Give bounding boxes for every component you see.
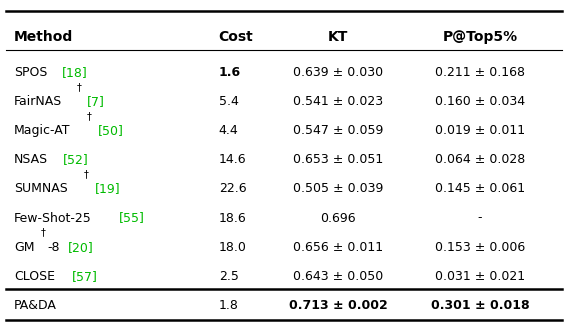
Text: 4.4: 4.4 [219,124,239,137]
Text: CLOSE: CLOSE [14,270,55,283]
Text: 0.019 ± 0.011: 0.019 ± 0.011 [435,124,525,137]
Text: 0.160 ± 0.034: 0.160 ± 0.034 [435,95,525,108]
Text: -8: -8 [47,241,60,254]
Text: 0.145 ± 0.061: 0.145 ± 0.061 [435,182,525,195]
Text: 2.5: 2.5 [219,270,239,283]
Text: 0.301 ± 0.018: 0.301 ± 0.018 [431,299,529,312]
Text: 22.6: 22.6 [219,182,247,195]
Text: [19]: [19] [94,182,120,195]
Text: Few-Shot-25: Few-Shot-25 [14,212,92,224]
Text: †: † [77,82,81,92]
Text: 18.0: 18.0 [219,241,247,254]
Text: Method: Method [14,30,73,44]
Text: 0.505 ± 0.039: 0.505 ± 0.039 [293,182,383,195]
Text: †: † [87,111,92,121]
Text: Magic-AT: Magic-AT [14,124,70,137]
Text: SUMNAS: SUMNAS [14,182,68,195]
Text: 0.031 ± 0.021: 0.031 ± 0.021 [435,270,525,283]
Text: 0.713 ± 0.002: 0.713 ± 0.002 [289,299,387,312]
Text: -: - [478,212,482,224]
Text: GM: GM [14,241,35,254]
Text: P@Top5%: P@Top5% [442,30,517,44]
Text: 0.696: 0.696 [320,212,356,224]
Text: 0.643 ± 0.050: 0.643 ± 0.050 [293,270,383,283]
Text: SPOS: SPOS [14,66,48,79]
Text: 0.064 ± 0.028: 0.064 ± 0.028 [435,153,525,166]
Text: 0.541 ± 0.023: 0.541 ± 0.023 [293,95,383,108]
Text: [50]: [50] [98,124,124,137]
Text: 0.656 ± 0.011: 0.656 ± 0.011 [293,241,383,254]
Text: [57]: [57] [72,270,98,283]
Text: [18]: [18] [62,66,87,79]
Text: †: † [83,170,89,179]
Text: KT: KT [328,30,348,44]
Text: 18.6: 18.6 [219,212,247,224]
Text: 1.6: 1.6 [219,66,241,79]
Text: [20]: [20] [68,241,93,254]
Text: NSAS: NSAS [14,153,48,166]
Text: FairNAS: FairNAS [14,95,62,108]
Text: [52]: [52] [63,153,89,166]
Text: [7]: [7] [87,95,105,108]
Text: 1.8: 1.8 [219,299,239,312]
Text: 0.653 ± 0.051: 0.653 ± 0.051 [293,153,383,166]
Text: 14.6: 14.6 [219,153,247,166]
Text: 0.639 ± 0.030: 0.639 ± 0.030 [293,66,383,79]
Text: [55]: [55] [119,212,145,224]
Text: Cost: Cost [219,30,253,44]
Text: †: † [41,228,45,237]
Text: PA&DA: PA&DA [14,299,57,312]
Text: 0.547 ± 0.059: 0.547 ± 0.059 [293,124,383,137]
Text: 0.153 ± 0.006: 0.153 ± 0.006 [435,241,525,254]
Text: 0.211 ± 0.168: 0.211 ± 0.168 [435,66,525,79]
Text: 5.4: 5.4 [219,95,239,108]
